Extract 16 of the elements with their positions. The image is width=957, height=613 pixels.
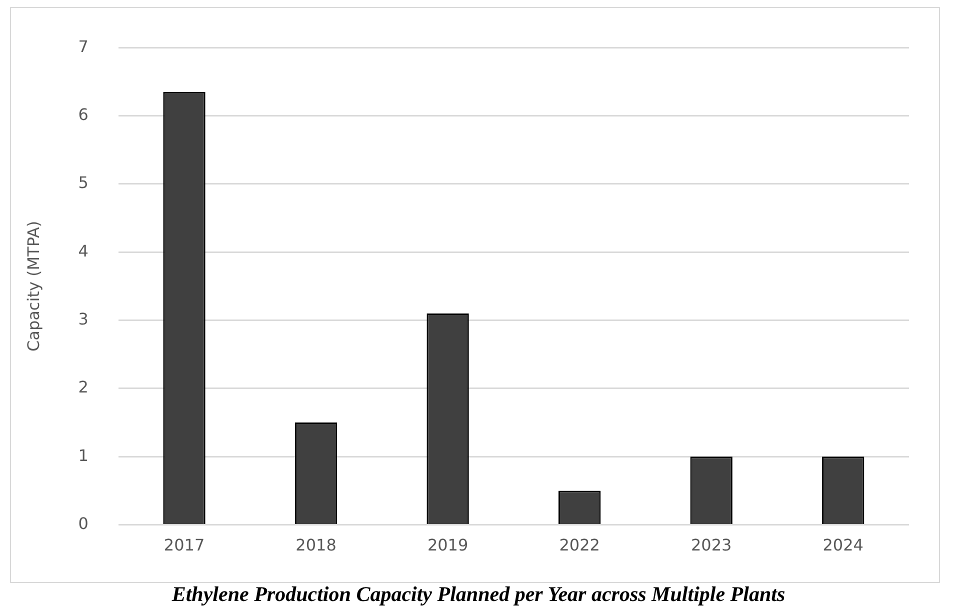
text: Ethylene Production Capacity Planned per Year across Multiple Plants [170, 582, 786, 607]
y-tick-label: 3 [78, 309, 88, 328]
y-tick-label: 0 [78, 514, 88, 533]
x-tick-label: 2024 [822, 536, 864, 555]
x-tick-label: 2023 [690, 536, 732, 555]
x-tick-label: 2022 [559, 536, 600, 555]
y-tick-label: 7 [78, 36, 88, 56]
y-tick-label: 2 [78, 378, 88, 397]
y-tick-label: 6 [78, 104, 88, 124]
x-tick-label: 2019 [427, 536, 468, 555]
y-tick-label: 1 [78, 446, 88, 465]
y-axis-title: Capacity (MTPA) [24, 220, 43, 352]
x-tick-label: 2017 [164, 536, 205, 555]
y-tick-label: 4 [78, 241, 88, 260]
y-tick-label: 5 [78, 173, 88, 192]
x-tick-label: 2018 [296, 536, 336, 555]
